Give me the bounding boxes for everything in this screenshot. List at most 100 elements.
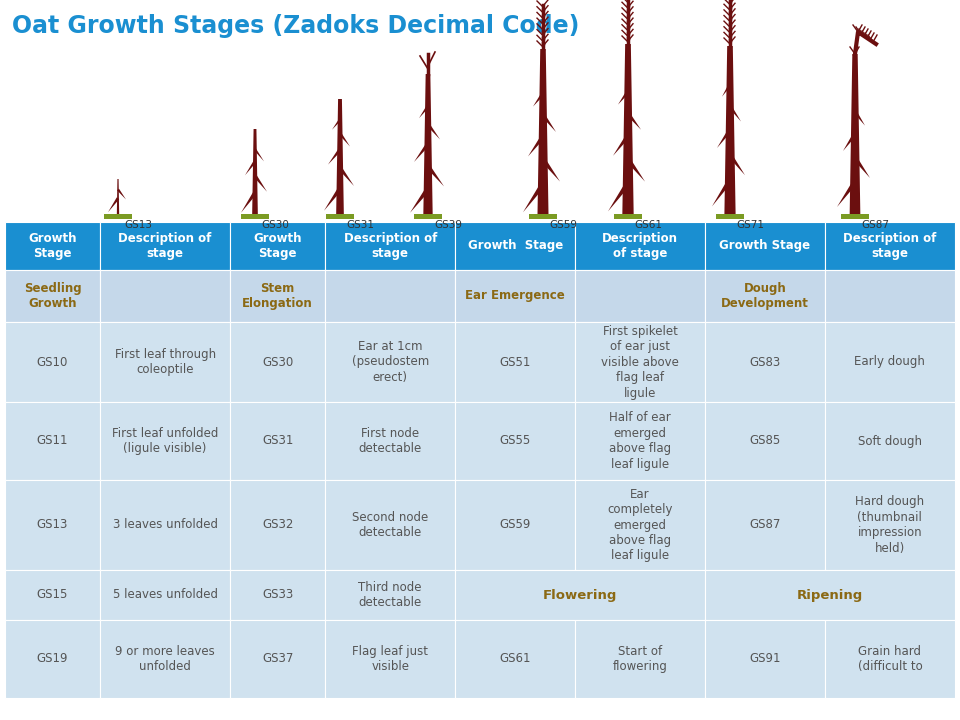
Bar: [575, 480, 706, 570]
Bar: [706, 270, 825, 322]
Bar: [575, 222, 706, 270]
Polygon shape: [414, 143, 429, 162]
Polygon shape: [618, 91, 630, 104]
Text: 9 or more leaves
unfolded: 9 or more leaves unfolded: [115, 644, 215, 673]
Bar: [325, 620, 455, 698]
Bar: [100, 402, 230, 480]
Bar: [455, 322, 575, 402]
Bar: [575, 402, 706, 480]
Polygon shape: [523, 183, 545, 212]
Text: Dough
Development: Dough Development: [721, 282, 809, 310]
Text: Growth  Stage: Growth Stage: [468, 240, 563, 253]
Text: 3 leaves unfolded: 3 leaves unfolded: [112, 518, 218, 531]
Polygon shape: [712, 179, 732, 207]
Bar: [5, 402, 100, 480]
Text: Start of
flowering: Start of flowering: [612, 644, 667, 673]
Text: GS11: GS11: [36, 434, 68, 448]
Text: GS85: GS85: [750, 434, 780, 448]
Bar: [100, 322, 230, 402]
Text: Oat Growth Stages (Zadoks Decimal Code): Oat Growth Stages (Zadoks Decimal Code): [12, 14, 580, 38]
Polygon shape: [410, 187, 430, 213]
Text: Description
of stage: Description of stage: [602, 232, 678, 260]
Bar: [706, 620, 825, 698]
Text: GS32: GS32: [262, 518, 294, 531]
Bar: [706, 480, 825, 570]
Text: Flowering: Flowering: [543, 588, 617, 601]
Bar: [5, 270, 100, 322]
Bar: [575, 270, 706, 322]
Polygon shape: [117, 179, 119, 214]
Bar: [455, 402, 575, 480]
Bar: [230, 322, 325, 402]
Bar: [825, 322, 955, 402]
Text: Description of
stage: Description of stage: [118, 232, 212, 260]
Text: GS15: GS15: [36, 588, 68, 601]
Text: Early dough: Early dough: [854, 356, 925, 369]
Polygon shape: [426, 123, 440, 140]
Polygon shape: [725, 46, 735, 214]
Bar: [529, 214, 557, 219]
Polygon shape: [328, 148, 342, 165]
Text: GS87: GS87: [750, 518, 780, 531]
Bar: [5, 222, 100, 270]
Bar: [414, 214, 442, 219]
Polygon shape: [853, 157, 870, 178]
Polygon shape: [850, 54, 860, 214]
Bar: [575, 620, 706, 698]
Bar: [575, 322, 706, 402]
Polygon shape: [426, 165, 444, 186]
Text: GS51: GS51: [499, 356, 531, 369]
Bar: [325, 270, 455, 322]
Polygon shape: [533, 92, 544, 107]
Text: First leaf through
coleoptile: First leaf through coleoptile: [114, 348, 216, 377]
Bar: [455, 270, 575, 322]
Bar: [716, 214, 744, 219]
Text: 5 leaves unfolded: 5 leaves unfolded: [112, 588, 218, 601]
Polygon shape: [627, 112, 641, 130]
Text: GS37: GS37: [262, 652, 294, 665]
Bar: [825, 620, 955, 698]
Text: GS61: GS61: [634, 220, 662, 230]
Bar: [5, 620, 100, 698]
Text: GS13: GS13: [124, 220, 152, 230]
Polygon shape: [541, 158, 560, 181]
Text: Description of
stage: Description of stage: [843, 232, 937, 260]
Polygon shape: [324, 187, 342, 211]
Text: Seedling
Growth: Seedling Growth: [24, 282, 82, 310]
Text: Growth
Stage: Growth Stage: [253, 232, 301, 260]
Text: Second node
detectable: Second node detectable: [352, 510, 428, 539]
Polygon shape: [241, 192, 256, 212]
Text: GS10: GS10: [36, 356, 68, 369]
Polygon shape: [541, 114, 556, 132]
Polygon shape: [626, 158, 645, 181]
Text: Ear at 1cm
(pseudostem
erect): Ear at 1cm (pseudostem erect): [351, 340, 429, 384]
Text: GS19: GS19: [36, 652, 68, 665]
Text: GS61: GS61: [499, 652, 531, 665]
Polygon shape: [528, 135, 544, 156]
Polygon shape: [622, 44, 634, 214]
Bar: [5, 570, 100, 620]
Polygon shape: [613, 135, 630, 156]
Text: Soft dough: Soft dough: [858, 434, 922, 448]
Text: GS71: GS71: [736, 220, 764, 230]
Bar: [706, 322, 825, 402]
Bar: [325, 402, 455, 480]
Bar: [325, 570, 455, 620]
Polygon shape: [253, 175, 267, 192]
Text: Description of
stage: Description of stage: [344, 232, 437, 260]
Text: GS39: GS39: [434, 220, 462, 230]
Bar: [455, 480, 575, 570]
Bar: [325, 222, 455, 270]
Polygon shape: [339, 167, 354, 186]
Polygon shape: [538, 49, 548, 214]
Polygon shape: [608, 182, 630, 212]
Text: Ear
completely
emerged
above flag
leaf ligule: Ear completely emerged above flag leaf l…: [608, 487, 673, 562]
Text: Third node
detectable: Third node detectable: [358, 581, 422, 609]
Polygon shape: [423, 74, 433, 214]
Bar: [104, 214, 132, 219]
Text: Growth Stage: Growth Stage: [719, 240, 810, 253]
Bar: [230, 402, 325, 480]
Text: Flag leaf just
visible: Flag leaf just visible: [352, 644, 428, 673]
Text: GS83: GS83: [750, 356, 780, 369]
Polygon shape: [419, 105, 429, 118]
